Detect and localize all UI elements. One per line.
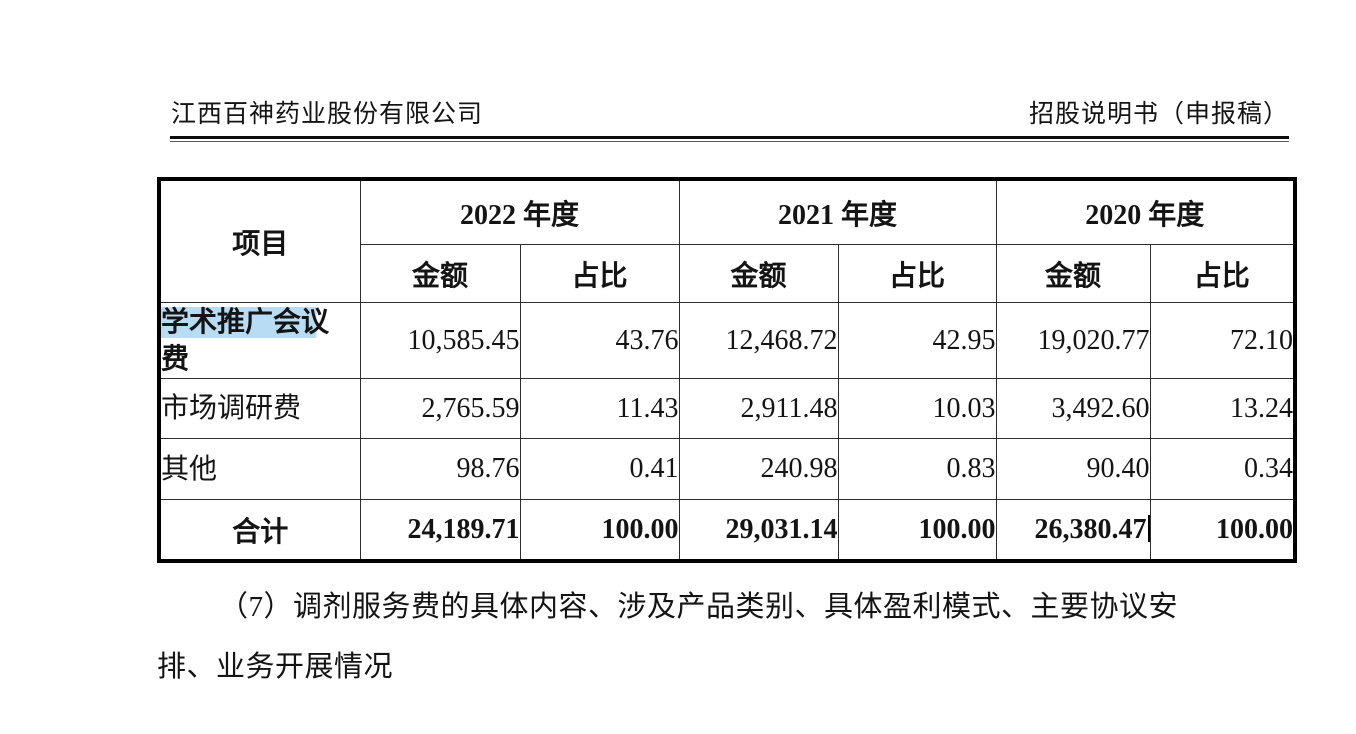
total-2020-amount-value: 26,380.47 bbox=[1034, 513, 1147, 545]
cell-2020-ratio[interactable]: 72.10 bbox=[1149, 302, 1296, 379]
column-header-ratio-2021[interactable]: 占比 bbox=[837, 244, 997, 303]
cell-2022-amount[interactable]: 2,765.59 bbox=[359, 378, 521, 439]
cell-2021-ratio[interactable]: 0.83 bbox=[837, 438, 997, 500]
cell-2021-ratio[interactable]: 42.95 bbox=[837, 302, 997, 379]
year-header-2021[interactable]: 2021 年度 bbox=[678, 178, 997, 245]
cell-2022-amount[interactable]: 10,585.45 bbox=[359, 302, 521, 379]
paragraph-line-1[interactable]: （7）调剂服务费的具体内容、涉及产品类别、具体盈利模式、主要协议安 bbox=[219, 591, 1179, 623]
document-type-label[interactable]: 招股说明书（申报稿） bbox=[1028, 101, 1289, 128]
paragraph-line-2[interactable]: 排、业务开展情况 bbox=[157, 651, 394, 683]
cell-2022-ratio[interactable]: 43.76 bbox=[519, 302, 680, 379]
column-header-amount-2020[interactable]: 金额 bbox=[995, 244, 1151, 303]
column-header-ratio-2020[interactable]: 占比 bbox=[1149, 244, 1296, 303]
table-row-other: 其他 98.76 0.41 240.98 0.83 90.40 0.34 bbox=[158, 438, 1296, 500]
header-rule bbox=[170, 136, 1289, 142]
year-header-2022[interactable]: 2022 年度 bbox=[359, 178, 680, 245]
table-row-academic-promotion: 学术推广会议费 10,585.45 43.76 12,468.72 42.95 … bbox=[158, 302, 1296, 379]
cell-2020-ratio[interactable]: 13.24 bbox=[1149, 378, 1296, 439]
cell-total-2020-amount[interactable]: 26,380.47 bbox=[995, 499, 1151, 562]
row-label-academic-promotion[interactable]: 学术推广会议费 bbox=[158, 302, 361, 379]
cell-total-2022-amount[interactable]: 24,189.71 bbox=[359, 499, 521, 562]
selection-highlight: 学术推广会 bbox=[161, 306, 302, 338]
year-header-2020[interactable]: 2020 年度 bbox=[995, 178, 1296, 245]
row-label-market-research[interactable]: 市场调研费 bbox=[158, 378, 361, 439]
cell-2020-amount[interactable]: 19,020.77 bbox=[995, 302, 1151, 379]
column-header-item[interactable]: 项目 bbox=[158, 178, 361, 303]
cell-2021-ratio[interactable]: 10.03 bbox=[837, 378, 997, 439]
table-row-market-research: 市场调研费 2,765.59 11.43 2,911.48 10.03 3,49… bbox=[158, 378, 1296, 439]
cell-2022-ratio[interactable]: 11.43 bbox=[519, 378, 680, 439]
selection-highlight-partial: 议 bbox=[301, 306, 330, 338]
column-header-amount-2022[interactable]: 金额 bbox=[359, 244, 521, 303]
cell-2022-ratio[interactable]: 0.41 bbox=[519, 438, 680, 500]
cell-total-2021-amount[interactable]: 29,031.14 bbox=[678, 499, 839, 562]
cell-2022-amount[interactable]: 98.76 bbox=[359, 438, 521, 500]
column-header-ratio-2022[interactable]: 占比 bbox=[519, 244, 680, 303]
row-label-total[interactable]: 合计 bbox=[158, 499, 361, 562]
cell-2020-amount[interactable]: 90.40 bbox=[995, 438, 1151, 500]
cell-2021-amount[interactable]: 2,911.48 bbox=[678, 378, 839, 439]
column-header-amount-2021[interactable]: 金额 bbox=[678, 244, 839, 303]
cell-total-2020-ratio[interactable]: 100.00 bbox=[1149, 499, 1296, 562]
cell-2020-ratio[interactable]: 0.34 bbox=[1149, 438, 1296, 500]
cell-total-2021-ratio[interactable]: 100.00 bbox=[837, 499, 997, 562]
page-header: 江西百神药业股份有限公司 招股说明书（申报稿） bbox=[171, 94, 1289, 130]
table-header-years-row: 项目 2022 年度 2021 年度 2020 年度 bbox=[158, 178, 1296, 303]
cell-2020-amount[interactable]: 3,492.60 bbox=[995, 378, 1151, 439]
cell-2021-amount[interactable]: 240.98 bbox=[678, 438, 839, 500]
cell-total-2022-ratio[interactable]: 100.00 bbox=[519, 499, 680, 562]
table-row-total: 合计 24,189.71 100.00 29,031.14 100.00 26,… bbox=[158, 499, 1296, 562]
text-cursor bbox=[1147, 514, 1150, 542]
row-label-second-line: 费 bbox=[161, 343, 190, 375]
section-heading-paragraph: （7）调剂服务费的具体内容、涉及产品类别、具体盈利模式、主要协议安 排、业务开展… bbox=[157, 577, 1297, 697]
row-label-other[interactable]: 其他 bbox=[158, 438, 361, 500]
cell-2021-amount[interactable]: 12,468.72 bbox=[678, 302, 839, 379]
expense-table: 项目 2022 年度 2021 年度 2020 年度 金额 占比 金额 占比 金… bbox=[157, 177, 1298, 563]
company-name[interactable]: 江西百神药业股份有限公司 bbox=[171, 101, 484, 128]
